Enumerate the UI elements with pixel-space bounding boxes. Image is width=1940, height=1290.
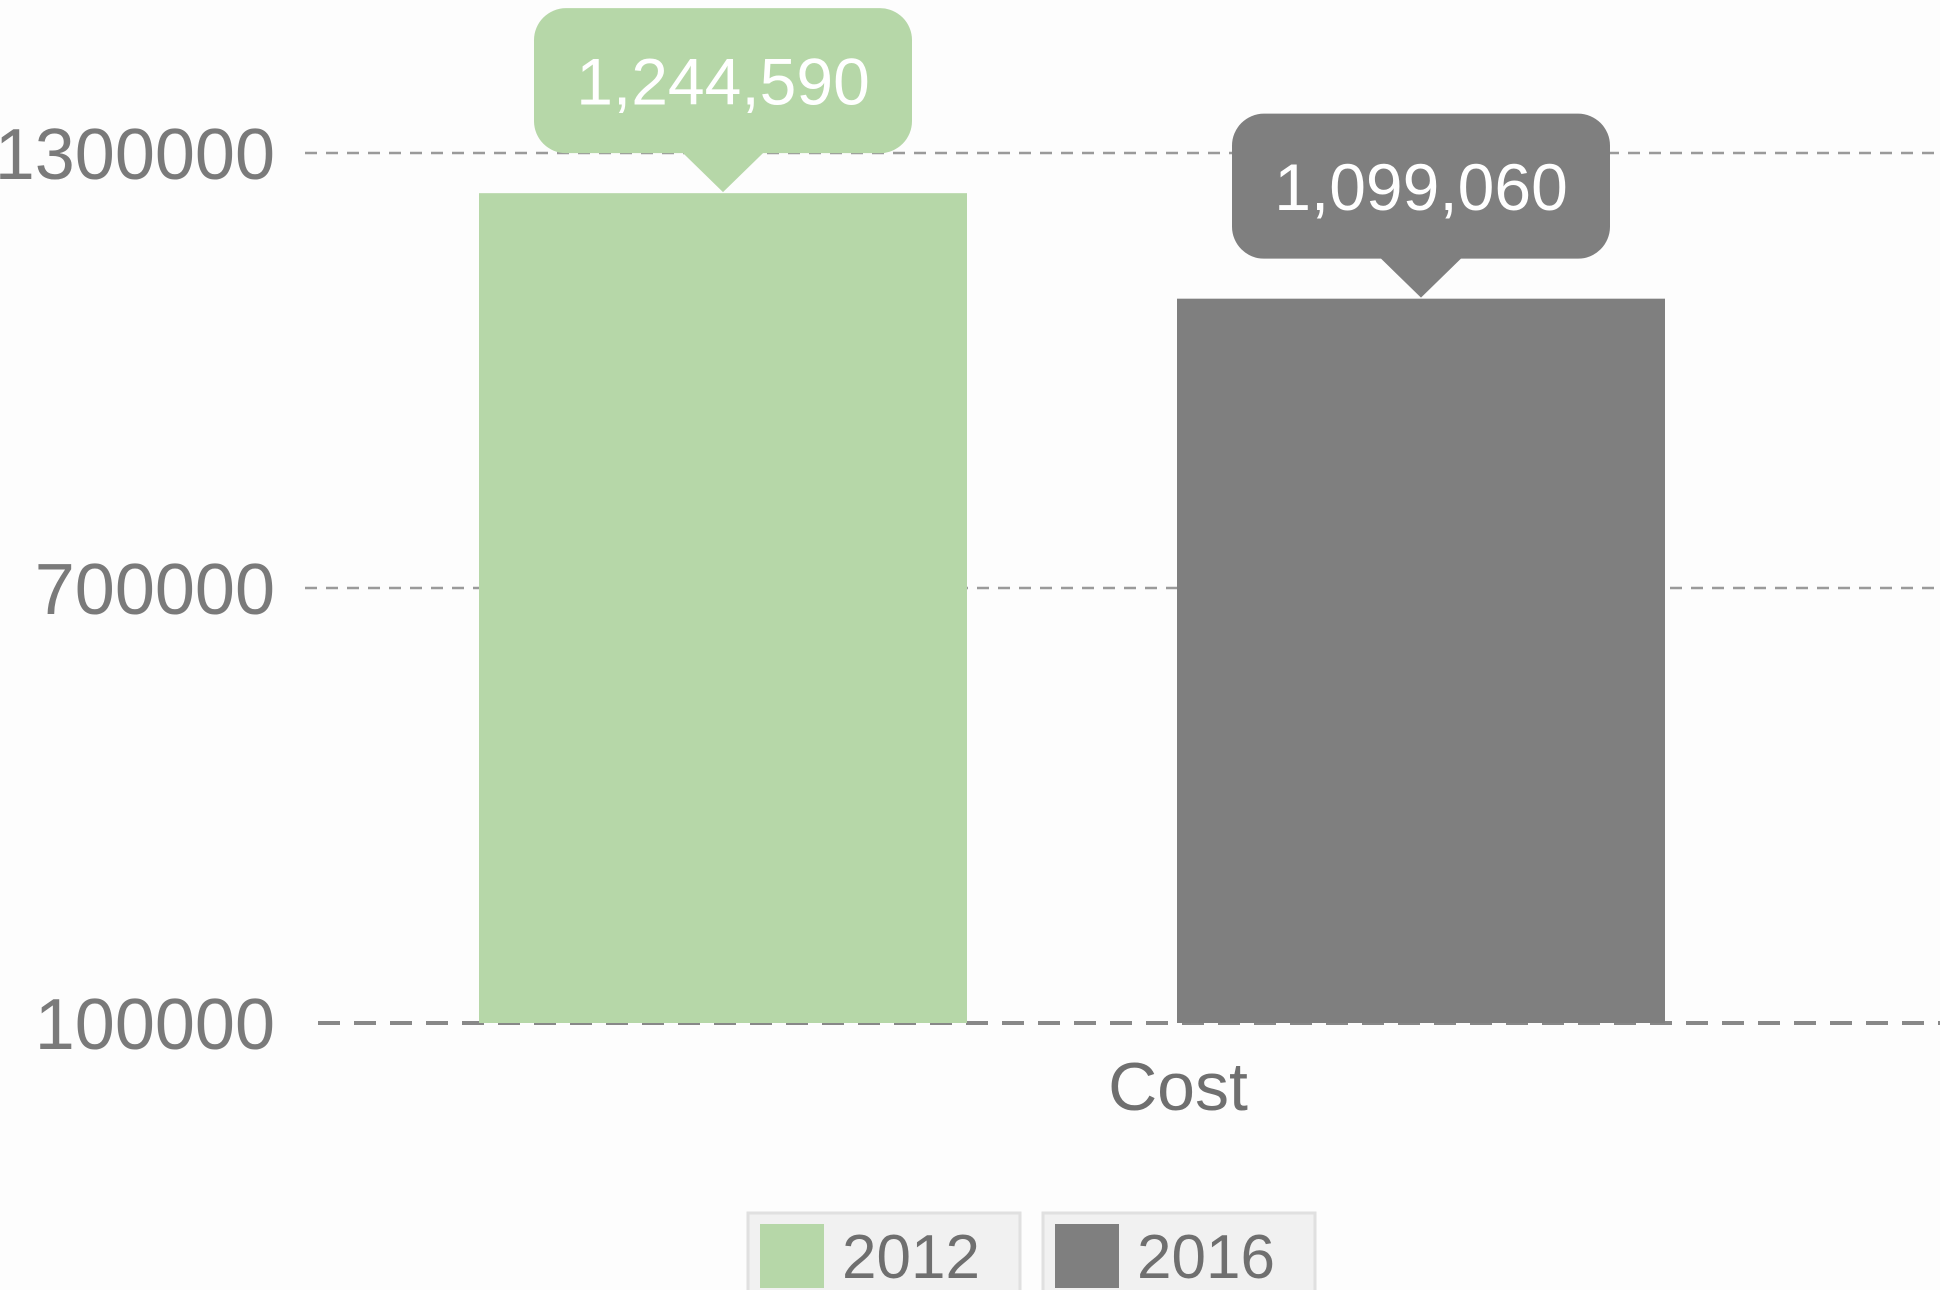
x-category-label-Cost: Cost: [1108, 1049, 1248, 1125]
data-label-box-2016: [1232, 113, 1610, 259]
data-label-value-2016: 1,099,060: [1274, 150, 1568, 224]
bar-2016[interactable]: [1177, 298, 1665, 1023]
data-label-pointer-2016: [1379, 256, 1463, 298]
data-label-pointer-2012: [681, 151, 765, 193]
data-label-box-2012: [534, 8, 912, 154]
legend-label-2012: 2012: [842, 1223, 980, 1290]
y-tick-label-1300000: 1300000: [0, 115, 275, 195]
data-label-2012: 1,244,590: [534, 8, 912, 193]
legend[interactable]: 2012 2016: [746, 1211, 1317, 1290]
data-label-2016: 1,099,060: [1232, 113, 1610, 298]
legend-item-2012[interactable]: 2012: [746, 1211, 1022, 1290]
bar-2012[interactable]: [479, 193, 967, 1024]
legend-item-2016[interactable]: 2016: [1041, 1211, 1317, 1290]
bars: [479, 193, 1665, 1024]
x-axis: Cost: [1108, 1049, 1248, 1125]
y-tick-label-100000: 100000: [35, 985, 275, 1065]
legend-swatch-2016: [1055, 1224, 1119, 1288]
y-axis: 100000 700000 1300000: [0, 115, 275, 1065]
legend-label-2016: 2016: [1137, 1223, 1275, 1290]
data-label-value-2012: 1,244,590: [576, 45, 870, 119]
y-tick-label-700000: 700000: [35, 550, 275, 630]
legend-swatch-2012: [760, 1224, 824, 1288]
data-labels: 1,244,590 1,099,060: [534, 8, 1610, 298]
